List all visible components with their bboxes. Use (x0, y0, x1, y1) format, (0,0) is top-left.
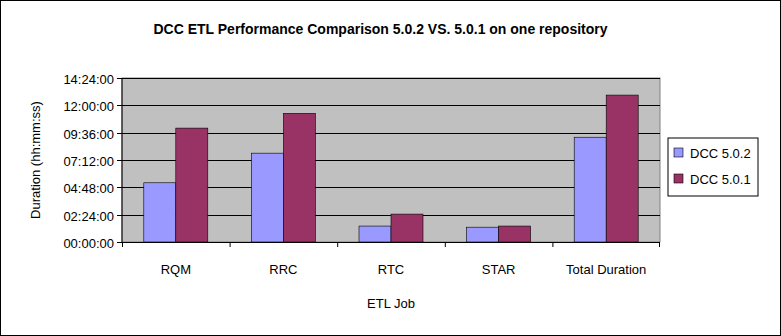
legend-box (668, 138, 758, 196)
x-axis-label: ETL Job (367, 296, 415, 311)
tick-mark (117, 133, 122, 134)
bar (574, 137, 606, 242)
x-tick-mark (445, 242, 446, 247)
tick-mark (117, 215, 122, 216)
grid-line (122, 78, 660, 79)
bar (467, 227, 499, 242)
y-tick-label: 09:36:00 (63, 127, 114, 142)
y-tick-label: 12:00:00 (63, 99, 114, 114)
x-tick-label: RTC (378, 262, 404, 277)
y-tick-label: 04:48:00 (63, 181, 114, 196)
x-tick-label: RRC (269, 262, 297, 277)
tick-mark (117, 187, 122, 188)
legend-label: DCC 5.0.2 (690, 146, 751, 161)
bar (606, 95, 638, 242)
x-tick-mark (659, 242, 660, 247)
title: DCC ETL Performance Comparison 5.0.2 VS.… (153, 21, 607, 37)
y-axis (122, 78, 123, 242)
y-tick-label: 02:24:00 (63, 209, 114, 224)
grid-line (122, 242, 660, 243)
x-tick-mark (122, 242, 123, 247)
bars (144, 95, 638, 242)
x-tick-label: RQM (161, 262, 191, 277)
chart: DCC ETL Performance Comparison 5.0.2 VS.… (0, 0, 781, 336)
tick-mark (117, 242, 122, 243)
bar (499, 226, 531, 242)
x-axis (122, 242, 660, 243)
legend-swatch (674, 174, 683, 183)
y-tick-label: 07:12:00 (63, 154, 114, 169)
grid-line (122, 105, 660, 106)
tick-mark (117, 105, 122, 106)
x-tick-label: Total Duration (566, 262, 646, 277)
x-tick-mark (337, 242, 338, 247)
x-tick-label: STAR (482, 262, 516, 277)
tick-mark (117, 160, 122, 161)
chart-border (1, 1, 781, 336)
bar (144, 183, 176, 242)
legend-label: DCC 5.0.1 (690, 172, 751, 187)
legend-swatch (674, 148, 683, 157)
bar (391, 214, 423, 242)
x-tick-mark (230, 242, 231, 247)
bar (283, 113, 315, 242)
plot-area (122, 78, 660, 242)
y-tick-label: 14:24:00 (63, 72, 114, 87)
tick-mark (117, 78, 122, 79)
y-tick-label: 00:00:00 (63, 236, 114, 251)
bar (359, 226, 391, 242)
bar (176, 128, 208, 242)
y-axis-label: Duration (hh:mm:ss) (28, 101, 43, 219)
x-tick-mark (552, 242, 553, 247)
bar (251, 153, 283, 242)
